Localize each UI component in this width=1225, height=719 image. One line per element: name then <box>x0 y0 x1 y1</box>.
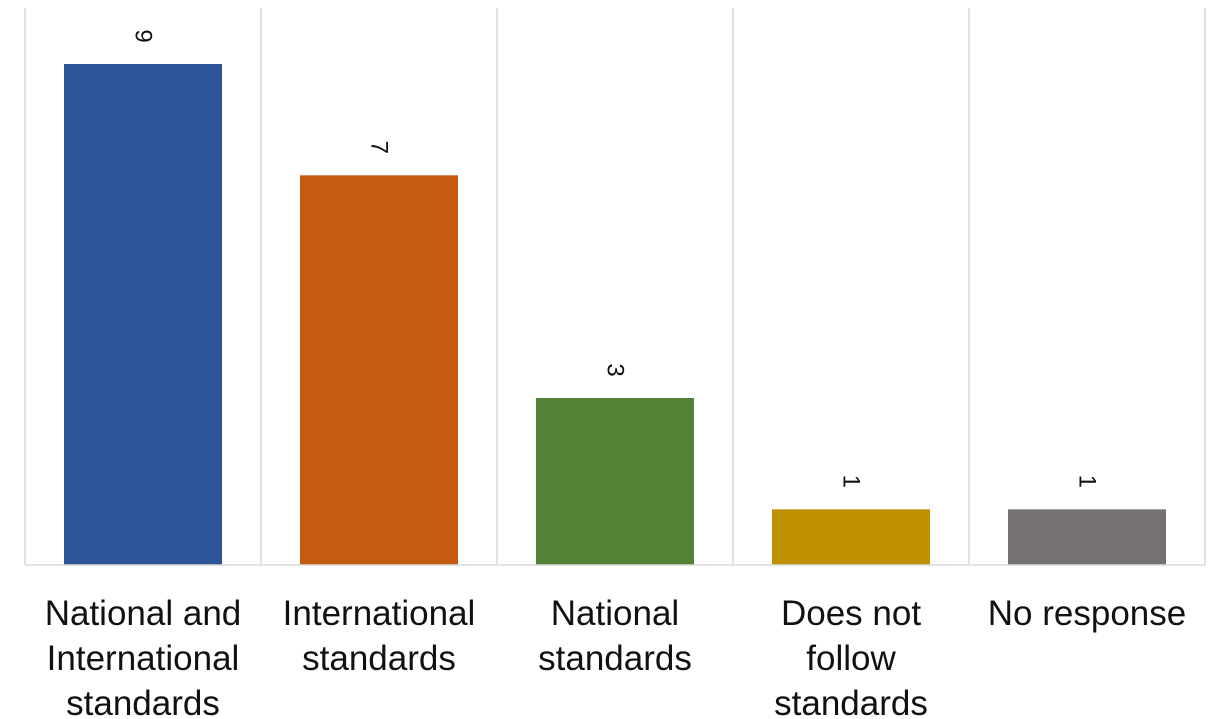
value-label: 1 <box>838 475 865 488</box>
category-label: standards <box>66 684 220 719</box>
category-label: Does not <box>781 594 921 633</box>
category-label: standards <box>538 639 692 678</box>
category-label: National <box>551 594 679 633</box>
grid-lines <box>24 8 1206 565</box>
bars <box>64 64 1166 566</box>
value-label: 3 <box>602 363 629 376</box>
bar <box>64 64 222 565</box>
category-label: standards <box>302 639 456 678</box>
category-label: National and <box>45 594 242 633</box>
category-label: follow <box>806 639 896 678</box>
value-label: 1 <box>1074 475 1101 488</box>
category-labels: National and International standards Intern… <box>45 594 1187 719</box>
value-label: 9 <box>130 29 157 42</box>
bar <box>300 175 458 566</box>
bar <box>536 398 694 565</box>
category-label: International <box>47 639 240 678</box>
bar <box>1008 509 1166 565</box>
category-label: No response <box>988 594 1186 633</box>
category-label: standards <box>774 684 928 719</box>
value-label: 7 <box>366 141 393 154</box>
value-labels: 9 7 3 1 1 <box>130 29 1101 488</box>
category-label: International <box>283 594 476 633</box>
bar <box>772 509 930 565</box>
